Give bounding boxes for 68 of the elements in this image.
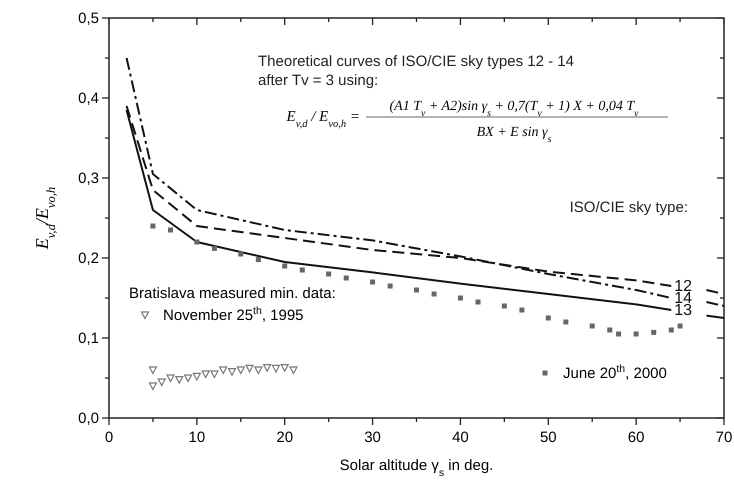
point [668,328,674,332]
x-tick-label: 50 [540,429,557,446]
point [212,246,217,251]
point [175,376,184,384]
x-tick-label: 70 [716,429,732,446]
x-tick-label: 60 [628,429,644,446]
point [272,364,280,372]
annotation: (A1 T$_{v}$ + A2)sin γ$_{s}$ + 0,7(T$_{v}$ + 1) X + 0,04 T$_{v}$ [390,99,640,118]
x-tick-label: 0 [104,429,114,446]
annotation: E$_{v,d}$ / E$_{vo,h}$ = [286,109,360,130]
y-tick-label: 0,2 [78,250,99,267]
point [245,364,254,372]
point [166,374,175,382]
point [228,368,236,376]
point [184,374,192,382]
point [616,332,622,336]
point [476,300,480,304]
point [158,378,166,386]
y-tick-label: 0,5 [78,10,99,27]
y-tick-label: 0,4 [78,90,99,107]
y-tick-label: 0,1 [78,330,99,347]
point [148,366,158,374]
point [432,292,437,296]
point [238,252,244,256]
point [202,370,210,378]
point [168,228,173,232]
point [254,366,262,374]
point [194,240,200,244]
point [344,276,349,280]
point [546,316,551,320]
point [280,364,289,372]
point [370,280,376,284]
legend-title: Bratislava measured min. data: [129,285,336,302]
point [458,296,463,300]
annotation: Theoretical curves of ISO/CIE sky types 12 - 14 after Tv = 3 using: [258,53,574,89]
point [519,308,524,312]
point [502,304,507,308]
x-tick-label: 20 [276,429,294,446]
point [148,382,158,390]
point [634,332,639,336]
x-tick-label: 10 [188,429,206,446]
point [256,257,261,262]
point [282,264,288,268]
point [210,370,219,378]
point [192,372,201,380]
x-tick-label: 40 [452,429,469,446]
point [326,272,332,276]
point [263,364,272,372]
point [563,320,568,324]
point [300,268,305,272]
legend-label: June 20$^{th}$, 2000 [563,363,667,382]
point [590,324,595,328]
point [651,330,656,335]
point [150,224,156,228]
point [289,366,298,374]
legend-label: November 25$^{th}$, 1995 [163,305,304,324]
point [414,288,419,292]
point [236,366,245,374]
y-tick-label: 0,0 [78,410,99,427]
point [678,324,683,328]
point [219,366,228,374]
point [607,328,612,332]
point [388,284,393,288]
y-tick-label: 0,3 [78,170,99,187]
x-tick-label: 30 [364,429,381,446]
annotation: BX + E sin γ$_{s}$ [476,125,552,144]
x-axis-title: Solar altitude γ$_{s}$ in deg. [340,457,494,479]
annotation: ISO/CIE sky type: [570,199,688,216]
